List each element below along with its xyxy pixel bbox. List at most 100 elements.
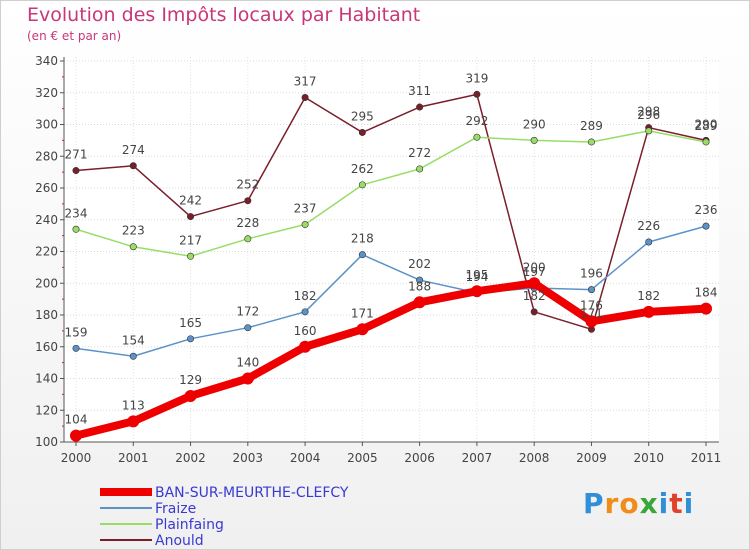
- logo-letter: r: [604, 487, 620, 520]
- series-line-ban-sur-meurthe-clefcy: [72, 279, 710, 440]
- data-label: 218: [351, 232, 374, 246]
- data-point: [129, 162, 137, 170]
- data-label: 172: [236, 305, 259, 319]
- data-label: 129: [179, 373, 202, 387]
- data-label: 159: [65, 325, 88, 339]
- data-point: [587, 138, 595, 146]
- data-label: 197: [523, 265, 546, 279]
- data-point: [702, 138, 710, 146]
- logo-letter: x: [639, 487, 659, 520]
- data-point: [187, 213, 195, 221]
- data-point: [416, 103, 424, 111]
- data-label: 317: [294, 75, 317, 89]
- data-point: [72, 344, 80, 352]
- data-label: 165: [179, 316, 202, 330]
- data-label: 296: [637, 108, 660, 122]
- data-label: 195: [465, 268, 488, 282]
- data-point: [358, 128, 366, 136]
- data-label: 184: [695, 286, 718, 300]
- data-label: 290: [523, 117, 546, 131]
- data-point: [241, 372, 254, 385]
- data-point: [413, 296, 426, 309]
- data-point: [72, 167, 80, 175]
- data-point: [416, 165, 424, 173]
- data-label: 234: [65, 206, 88, 220]
- data-point: [187, 335, 195, 343]
- legend-label: Anould: [155, 533, 204, 549]
- series-line-anould: [75, 93, 707, 331]
- data-label: 236: [695, 203, 718, 217]
- y-tick-label: 260: [35, 181, 58, 195]
- data-point: [358, 181, 366, 189]
- data-label: 295: [351, 109, 374, 123]
- data-label: 160: [294, 324, 317, 338]
- data-label: 171: [580, 306, 603, 320]
- data-label: 228: [236, 216, 259, 230]
- data-point: [129, 352, 137, 360]
- series-line-fraize: [75, 225, 707, 358]
- chart-subtitle: (en € et par an): [27, 29, 122, 43]
- data-point: [127, 415, 140, 428]
- y-tick-label: 160: [35, 340, 58, 354]
- data-point: [702, 222, 710, 230]
- data-label: 182: [294, 289, 317, 303]
- x-tick-label: 2000: [61, 451, 92, 465]
- data-point: [585, 315, 598, 328]
- data-label: 188: [408, 279, 431, 293]
- data-label: 217: [179, 233, 202, 247]
- data-label: 289: [580, 119, 603, 133]
- data-point: [244, 324, 252, 332]
- logo-letter: o: [619, 487, 640, 520]
- x-tick-label: 2002: [175, 451, 206, 465]
- logo-letter: t: [669, 487, 684, 520]
- proxiti-logo: Proxiti: [583, 487, 694, 520]
- logo-letter: i: [658, 487, 670, 520]
- x-tick-label: 2010: [633, 451, 664, 465]
- data-label: 140: [236, 356, 259, 370]
- data-point: [530, 136, 538, 144]
- x-tick-label: 2009: [576, 451, 607, 465]
- data-label: 319: [465, 71, 488, 85]
- data-label: 292: [465, 114, 488, 128]
- data-point: [70, 429, 82, 442]
- y-tick-label: 340: [35, 54, 58, 68]
- data-point: [645, 127, 653, 135]
- data-label: 290: [695, 117, 718, 131]
- data-point: [301, 94, 309, 102]
- y-tick-label: 200: [35, 276, 58, 290]
- data-point: [301, 308, 309, 316]
- data-point: [356, 323, 369, 336]
- x-tick-label: 2004: [290, 451, 321, 465]
- x-tick-label: 2001: [118, 451, 149, 465]
- data-point: [244, 197, 252, 205]
- legend-label: Fraize: [155, 501, 196, 517]
- data-label: 298: [637, 105, 660, 119]
- series-line-plainfaing: [75, 130, 707, 258]
- data-label: 182: [637, 289, 660, 303]
- data-label: 223: [122, 224, 145, 238]
- data-label: 104: [65, 413, 88, 427]
- data-label: 311: [408, 84, 431, 98]
- data-label: 113: [122, 398, 145, 412]
- plot-area: [64, 57, 719, 442]
- data-point: [530, 308, 538, 316]
- data-label: 226: [637, 219, 660, 233]
- x-tick-label: 2003: [233, 451, 264, 465]
- y-tick-label: 280: [35, 149, 58, 163]
- chart-title: Evolution des Impôts locaux par Habitant: [27, 4, 421, 26]
- x-tick-label: 2007: [462, 451, 493, 465]
- data-point: [645, 238, 653, 246]
- data-point: [416, 276, 424, 284]
- data-point: [470, 285, 483, 298]
- data-point: [299, 340, 312, 353]
- logo-letter: i: [683, 487, 695, 520]
- data-label: 271: [65, 148, 88, 162]
- data-point: [184, 389, 197, 402]
- y-tick-label: 100: [35, 435, 58, 449]
- data-point: [129, 243, 137, 251]
- x-tick-label: 2008: [519, 451, 550, 465]
- data-label: 202: [408, 257, 431, 271]
- data-label: 274: [122, 143, 145, 157]
- data-label: 196: [580, 267, 603, 281]
- data-point: [587, 286, 595, 294]
